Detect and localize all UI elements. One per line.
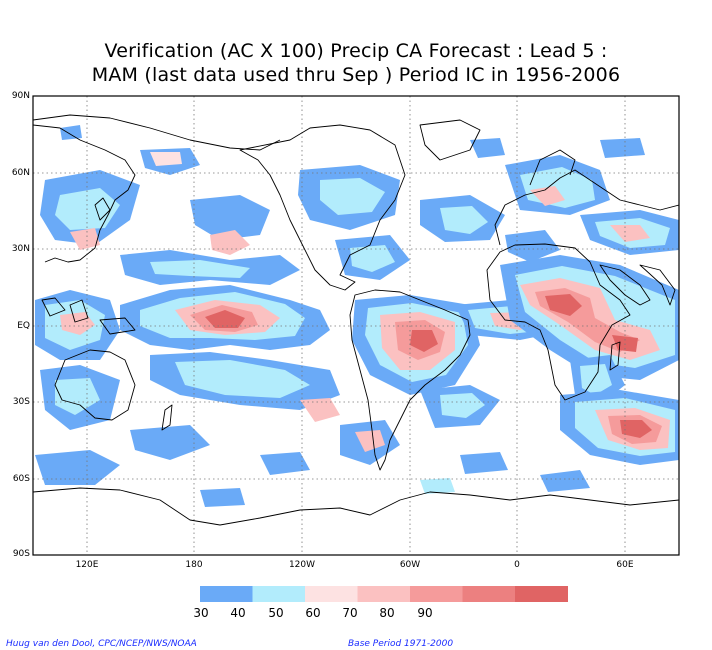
australia-l2: [55, 378, 100, 415]
credit-author: Huug van den Dool, CPC/NCEP/NWS/NOAA: [6, 639, 197, 649]
colorbar: [200, 586, 568, 602]
europe-l3: [530, 186, 565, 206]
north-pacific-top-pink: [150, 152, 182, 166]
coast-north-america: [239, 124, 406, 291]
map-frame: [32, 95, 680, 556]
coast-japan: [94, 197, 111, 221]
africa-core: [545, 294, 582, 316]
south-pacific-l3: [300, 398, 340, 422]
warm-pool-l3: [60, 312, 95, 335]
lat-label-30n: 30N: [11, 244, 30, 254]
lat-label-90s: 90S: [12, 549, 30, 559]
gulf-l2: [350, 245, 395, 272]
coast-south-america: [349, 289, 471, 471]
southern-ocean-2: [460, 452, 508, 474]
lon-label-180: 180: [185, 560, 203, 570]
graticule: [33, 96, 679, 555]
arctic-patch-3: [600, 138, 645, 158]
southern-ocean-4: [420, 478, 455, 494]
colorbar-swatch-80: [462, 586, 516, 602]
coast-europe: [494, 169, 679, 246]
asia-l3: [70, 228, 100, 250]
lat-label-60s: 60S: [12, 474, 30, 484]
colorbar-swatch-60: [357, 586, 411, 602]
title-line-2: MAM (last data used thru Sep ) Period IC…: [91, 64, 621, 86]
colorbar-label-70: 70: [342, 606, 358, 620]
coastlines: [33, 114, 679, 526]
credit-base-period: Base Period 1971-2000: [348, 639, 454, 649]
colorbar-swatch-50: [305, 586, 358, 602]
coast-asia-east: [33, 124, 136, 263]
lat-label-eq: EQ: [17, 321, 30, 331]
coast-africa: [486, 243, 631, 401]
coast-arabia: [599, 264, 651, 306]
lat-label-30s: 30S: [12, 397, 30, 407]
lon-label-0: 0: [514, 560, 520, 570]
argentina-l2: [355, 430, 385, 452]
lon-label-120e: 120E: [75, 560, 99, 570]
colorbar-label-40: 40: [230, 606, 246, 620]
pacific-core: [205, 310, 245, 328]
colorbar-swatch-40: [252, 586, 306, 602]
colorbar-label-30: 30: [193, 606, 209, 620]
north-america-l2: [320, 178, 385, 215]
coast-new-zealand: [161, 404, 173, 431]
correlation-field: [35, 125, 679, 507]
coast-indonesia-1: [41, 297, 66, 317]
arctic-patch-2: [470, 138, 505, 158]
southern-ocean-5: [200, 488, 245, 507]
lat-label-60n: 60N: [11, 168, 30, 178]
south-indian-core: [620, 420, 652, 438]
colorbar-swatch-70: [410, 586, 463, 602]
coast-greenland: [419, 119, 481, 161]
colorbar-label-90: 90: [417, 606, 433, 620]
south-pacific-l2: [175, 360, 310, 398]
lat-label-90n: 90N: [11, 91, 30, 101]
lon-label-60w: 60W: [399, 560, 421, 570]
pacific-mid-l1: [190, 195, 270, 240]
amazon-core: [410, 330, 438, 352]
colorbar-swatch-90: [515, 586, 568, 602]
coast-indonesia-2: [69, 299, 89, 323]
colorbar-label-80: 80: [379, 606, 395, 620]
southern-ocean-1: [260, 452, 310, 475]
south-atlantic-l2: [440, 393, 485, 418]
north-pacific-l2: [150, 260, 250, 278]
mideast-l3: [610, 225, 650, 242]
colorbar-label-60: 60: [305, 606, 321, 620]
title-line-1: Verification (AC X 100) Precip CA Foreca…: [104, 40, 608, 62]
south-ocean-pacific: [130, 425, 210, 460]
south-ocean-west: [35, 450, 120, 485]
southern-ocean-3: [540, 470, 590, 492]
lon-label-60e: 60E: [616, 560, 634, 570]
coast-india: [639, 264, 676, 306]
north-atlantic-l2: [440, 206, 488, 234]
colorbar-label-50: 50: [268, 606, 284, 620]
coast-new-guinea: [99, 317, 136, 335]
coast-arctic: [33, 114, 281, 151]
lon-label-120w: 120W: [288, 560, 316, 570]
coast-antarctica: [33, 487, 679, 526]
coast-scandinavia: [529, 149, 576, 186]
arctic-patch-1: [60, 125, 82, 140]
colorbar-swatch-30: [200, 586, 253, 602]
north-africa-l1: [505, 230, 560, 262]
coast-australia: [54, 349, 136, 421]
coast-madagascar: [609, 341, 621, 371]
